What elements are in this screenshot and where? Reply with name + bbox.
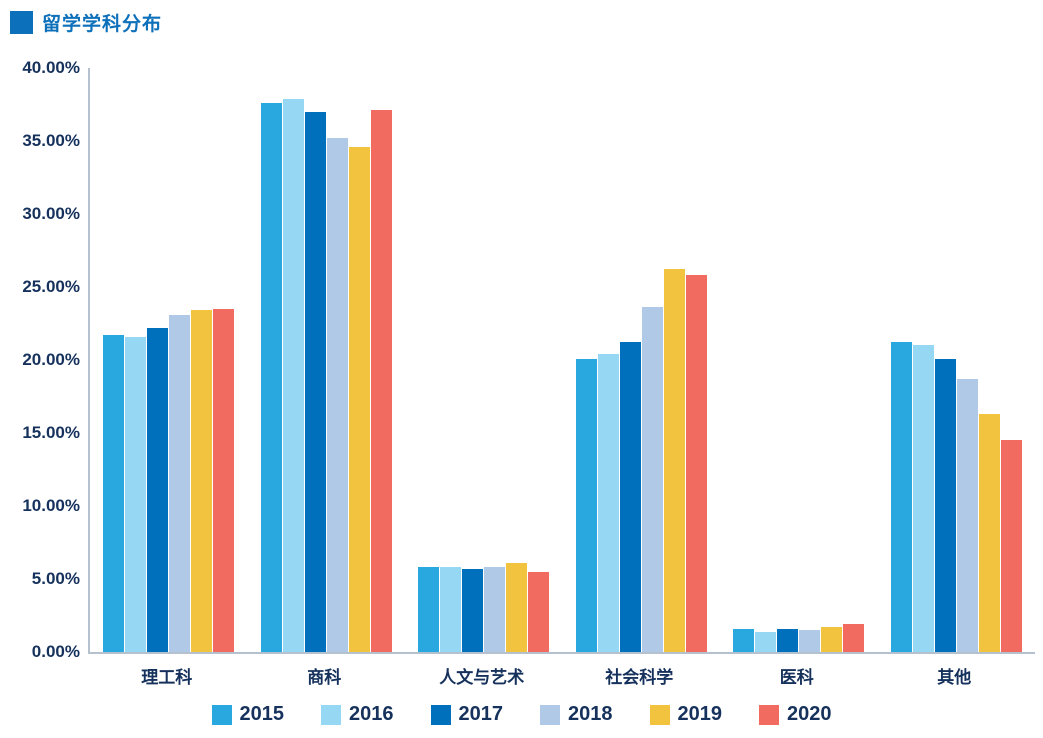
bar-2016 (597, 354, 619, 652)
legend-item-2018: 2018 (540, 703, 613, 726)
y-tick-label: 30.00% (22, 204, 80, 223)
bar-2017 (934, 358, 956, 652)
bar-2020 (528, 571, 550, 652)
legend-swatch-icon (211, 704, 232, 725)
bar-2018 (326, 138, 348, 652)
y-tick-label: 15.00% (22, 423, 80, 442)
bar-groups (90, 68, 1035, 652)
legend-label: 2015 (239, 703, 285, 725)
bar-2020 (843, 624, 865, 652)
legend-swatch-icon (649, 704, 670, 725)
bar-group-3 (405, 68, 563, 652)
title-accent-square-icon (10, 11, 33, 34)
x-category-label: 其他 (937, 668, 972, 687)
bar-2015 (575, 358, 597, 652)
legend-label: 2017 (458, 703, 504, 725)
bar-2016 (440, 567, 462, 652)
bar-2015 (418, 567, 440, 652)
chart-legend: 2015 2016 2017 2018 2019 2020 (0, 703, 1043, 726)
bar-2019 (663, 269, 685, 652)
bar-2020 (685, 275, 707, 652)
plot-area (88, 68, 1035, 654)
bar-2019 (348, 146, 370, 652)
bar-2017 (619, 342, 641, 652)
legend-item-2017: 2017 (430, 703, 504, 726)
y-tick-label: 20.00% (22, 350, 80, 369)
bar-2020 (370, 110, 392, 652)
bar-2020 (1000, 440, 1022, 652)
legend-swatch-icon (430, 704, 451, 725)
bar-2018 (169, 314, 191, 652)
legend-label: 2018 (568, 703, 613, 725)
x-category-label: 人文与艺术 (439, 668, 525, 687)
bar-2017 (147, 327, 169, 652)
y-tick-label: 35.00% (22, 131, 80, 150)
legend-label: 2020 (787, 703, 832, 725)
legend-label: 2016 (349, 703, 394, 725)
x-category-label: 理工科 (141, 668, 193, 687)
bar-2017 (462, 568, 484, 652)
bar-2015 (733, 628, 755, 652)
x-category-label: 社会科学 (605, 668, 674, 687)
legend-item-2020: 2020 (759, 703, 832, 726)
legend-item-2015: 2015 (211, 703, 285, 726)
bar-2018 (641, 307, 663, 652)
bar-2018 (956, 378, 978, 652)
legend-swatch-icon (540, 704, 560, 725)
legend-item-2019: 2019 (649, 703, 723, 726)
bar-group-2 (248, 68, 406, 652)
bar-2015 (260, 103, 282, 652)
bar-2019 (191, 310, 213, 652)
y-tick-label: 5.00% (31, 569, 80, 588)
bar-2015 (103, 335, 125, 652)
bar-2018 (484, 567, 506, 652)
legend-label: 2019 (677, 703, 723, 725)
y-tick-label: 0.00% (31, 642, 80, 661)
chart-title-row: 留学学科分布 (10, 9, 162, 36)
bar-2020 (213, 308, 235, 652)
legend-item-2016: 2016 (321, 703, 394, 726)
bar-2019 (506, 562, 528, 652)
y-tick-label: 10.00% (22, 496, 80, 515)
bar-2016 (912, 345, 934, 652)
bar-2017 (777, 628, 799, 652)
legend-swatch-icon (321, 704, 341, 725)
bar-group-5 (720, 68, 878, 652)
bar-group-1 (90, 68, 248, 652)
chart-title: 留学学科分布 (42, 14, 163, 35)
y-tick-label: 25.00% (22, 277, 80, 296)
bar-2018 (799, 630, 821, 652)
x-category-label: 医科 (779, 668, 814, 687)
x-category-label: 商科 (307, 668, 342, 687)
bar-group-4 (563, 68, 721, 652)
y-tick-label: 40.00% (22, 58, 80, 77)
bar-group-6 (878, 68, 1036, 652)
bar-2019 (978, 414, 1000, 652)
bar-2016 (282, 98, 304, 652)
bar-2017 (304, 111, 326, 652)
bar-2015 (890, 342, 912, 652)
legend-swatch-icon (759, 704, 779, 725)
bar-2016 (755, 631, 777, 652)
bar-2019 (821, 627, 843, 652)
bar-2016 (125, 336, 147, 652)
